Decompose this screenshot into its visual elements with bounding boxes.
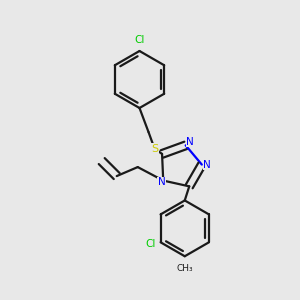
Text: Cl: Cl xyxy=(134,34,145,45)
Text: Cl: Cl xyxy=(145,239,155,249)
Text: CH₃: CH₃ xyxy=(176,264,193,273)
Text: S: S xyxy=(151,143,158,154)
Text: N: N xyxy=(158,177,166,187)
Text: N: N xyxy=(186,137,194,147)
Text: N: N xyxy=(203,160,211,170)
